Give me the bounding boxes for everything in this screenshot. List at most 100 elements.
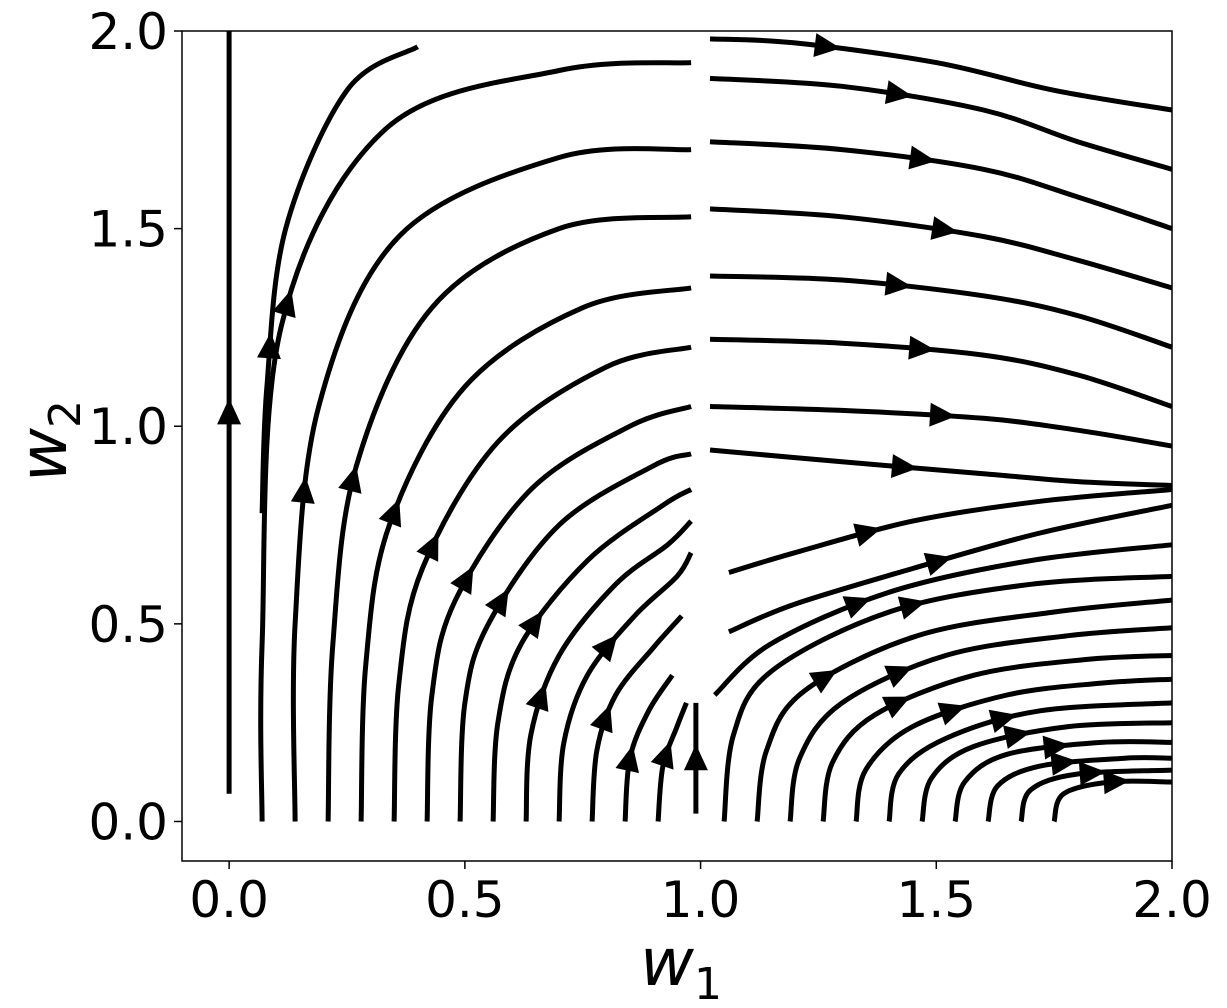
streamline bbox=[615, 673, 675, 822]
streamline-path bbox=[391, 344, 692, 822]
streamline-arrow bbox=[930, 216, 959, 240]
streamline-path bbox=[290, 146, 692, 822]
streamline bbox=[1018, 761, 1173, 823]
streamline-arrow bbox=[290, 476, 315, 504]
streamline-arrow bbox=[272, 289, 296, 318]
streamline-arrow bbox=[884, 271, 912, 296]
streamline-arrow bbox=[1042, 735, 1070, 760]
streamline bbox=[391, 344, 692, 822]
y-axis-label-subscript: 2 bbox=[40, 400, 91, 428]
streamline bbox=[985, 751, 1173, 823]
x-tick-label: 2.0 bbox=[1132, 871, 1212, 929]
x-tick-label: 0.5 bbox=[425, 871, 505, 929]
streamline-arrow bbox=[518, 610, 543, 640]
streamline-arrow bbox=[378, 498, 402, 528]
streamline-arrow bbox=[1103, 770, 1130, 795]
streamline-path bbox=[622, 673, 675, 822]
streamline-path bbox=[358, 285, 692, 822]
streamline bbox=[258, 60, 692, 822]
streamline-arrow bbox=[884, 80, 913, 105]
streamline-path bbox=[919, 720, 1173, 823]
streamline bbox=[727, 502, 1173, 635]
streamline bbox=[523, 519, 693, 822]
streamline-arrow bbox=[929, 402, 956, 427]
streamline-arrow bbox=[808, 669, 838, 694]
streamline-arrow bbox=[890, 454, 918, 479]
streamline-arrow bbox=[937, 702, 966, 726]
x-axis-label: w1 bbox=[640, 924, 722, 1008]
streamline-path bbox=[709, 139, 1173, 231]
ticks-layer: 0.0 0.5 1.0 1.5 2.0 0.0 0.5 1.0 1.5 2.0 bbox=[88, 3, 1211, 929]
streamline-path bbox=[424, 404, 692, 822]
streamline bbox=[919, 720, 1173, 823]
streamline-path bbox=[853, 676, 1173, 822]
streamline-path bbox=[709, 36, 1173, 113]
streamline-path bbox=[728, 487, 1173, 575]
streamline-path bbox=[457, 451, 692, 822]
streamline-path bbox=[589, 614, 684, 822]
streamline-path bbox=[1051, 778, 1173, 823]
streamline-arrow bbox=[683, 744, 708, 771]
streamline-path bbox=[709, 206, 1173, 291]
streamline-path bbox=[1018, 767, 1173, 823]
streamline bbox=[683, 702, 708, 814]
streamline bbox=[217, 31, 242, 794]
streamline-path bbox=[709, 336, 1173, 409]
streamline bbox=[650, 702, 689, 822]
streamline bbox=[709, 75, 1173, 172]
streamline-arrow bbox=[416, 533, 439, 562]
y-tick-label: 1.5 bbox=[88, 201, 168, 259]
streamline-arrow bbox=[1078, 761, 1106, 786]
streamline-arrow bbox=[650, 741, 674, 770]
streamline bbox=[820, 653, 1173, 822]
streamline-arrow bbox=[897, 596, 927, 620]
streamline-arrow bbox=[590, 704, 613, 734]
streamline-arrow bbox=[881, 696, 911, 719]
streamlines-layer bbox=[217, 31, 1173, 823]
streamline-path bbox=[886, 700, 1173, 822]
streamline-arrow bbox=[988, 709, 1017, 734]
streamline-arrow bbox=[450, 566, 474, 595]
streamline-arrow bbox=[1003, 725, 1031, 749]
streamline-arrow bbox=[615, 745, 639, 774]
streamline bbox=[358, 285, 692, 822]
streamline-path bbox=[820, 653, 1173, 822]
streamline bbox=[952, 735, 1173, 823]
streamline-path bbox=[523, 519, 693, 822]
streamline-path bbox=[325, 214, 692, 822]
streamline-path bbox=[258, 60, 692, 822]
streamline bbox=[709, 271, 1173, 350]
streamline-path bbox=[754, 597, 1173, 822]
streamline bbox=[709, 206, 1173, 291]
streamline-arrow bbox=[908, 145, 936, 170]
streamline bbox=[709, 402, 1173, 449]
streamline bbox=[556, 551, 694, 822]
streamline bbox=[712, 542, 1173, 697]
streamline-path bbox=[787, 625, 1173, 822]
streamline-path bbox=[721, 573, 1173, 822]
streamline bbox=[721, 573, 1173, 822]
streamline-path bbox=[490, 487, 693, 822]
streamline-arrow bbox=[884, 665, 913, 688]
y-axis-label: w2 bbox=[5, 400, 91, 482]
streamline-arrow bbox=[591, 634, 618, 663]
y-tick-label: 0.0 bbox=[88, 793, 168, 851]
streamline-arrow bbox=[1050, 751, 1078, 776]
y-axis-label-base: w bbox=[5, 427, 82, 482]
streamline-arrow bbox=[842, 596, 872, 619]
streamline bbox=[709, 447, 1173, 488]
y-tick-label: 1.0 bbox=[88, 398, 168, 456]
streamline-arrow bbox=[525, 683, 549, 712]
plot-frame bbox=[181, 30, 1173, 862]
streamline-arrow bbox=[853, 523, 882, 547]
streamline bbox=[754, 597, 1173, 822]
streamline-arrow bbox=[217, 398, 242, 425]
streamline bbox=[709, 33, 1173, 113]
streamline bbox=[589, 614, 684, 822]
streamline-path bbox=[985, 755, 1173, 823]
streamline-path bbox=[952, 739, 1173, 823]
streamline-path bbox=[727, 502, 1173, 635]
streamline-arrow bbox=[338, 465, 362, 494]
streamline bbox=[1051, 770, 1173, 823]
